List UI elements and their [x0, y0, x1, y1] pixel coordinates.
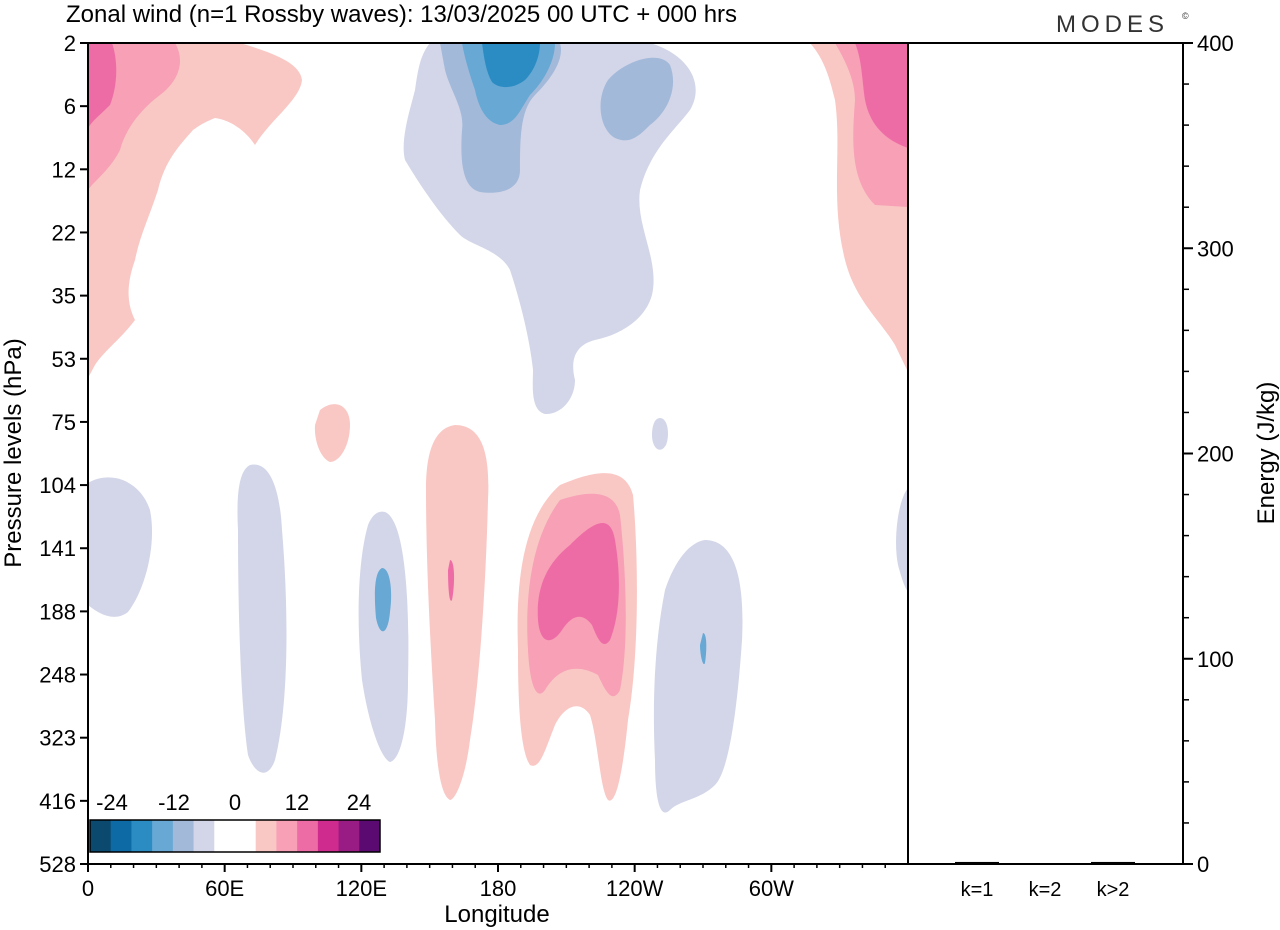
- colorbar-swatch: [152, 820, 174, 852]
- colorbar-tick-label: 0: [229, 790, 241, 815]
- chart-title: Zonal wind (n=1 Rossby waves): 13/03/202…: [66, 1, 737, 28]
- colorbar-swatch: [131, 820, 153, 852]
- energy-tick-label: 100: [1197, 647, 1234, 672]
- x-tick-label: 60E: [205, 876, 244, 901]
- energy-tick-label: 400: [1197, 31, 1234, 56]
- colorbar-swatch: [90, 820, 112, 852]
- zonal-wind-contours: [88, 43, 908, 813]
- colorbar-swatch: [276, 820, 298, 852]
- energy-bars: k=1 k=2 k>2: [955, 861, 1135, 901]
- contour-positive-160e: [426, 425, 489, 800]
- colorbar-swatch: [297, 820, 319, 852]
- energy-bar-label: k=2: [1029, 879, 1062, 901]
- x-tick-label: 60W: [749, 876, 794, 901]
- energy-bar: [955, 861, 999, 864]
- contour-negative-45e: [237, 464, 287, 773]
- contour-positive-topright-dark: [855, 43, 908, 148]
- colorbar-tick-label: -12: [158, 790, 190, 815]
- contour-negative-topcenter-dark2: [482, 43, 540, 88]
- energy-axis-label: Energy (J/kg): [1253, 382, 1280, 525]
- y-tick-label: 248: [39, 663, 76, 688]
- colorbar-swatch: [317, 820, 340, 852]
- x-axis-ticks: 0 60E 120E 180 120W 60W: [82, 864, 886, 901]
- x-tick-label: 0: [82, 876, 94, 901]
- y-tick-label: 75: [52, 410, 76, 435]
- y-tick-label: 416: [39, 789, 76, 814]
- contour-positive-160e-core: [448, 560, 455, 601]
- y-axis-ticks: 2 6 12 22 35 53 75 104 141 188 248 323 416 528: [39, 31, 88, 877]
- colorbar-swatch: [214, 820, 236, 852]
- energy-tick-label: 0: [1197, 852, 1209, 877]
- colorbar-tick-label: 24: [347, 790, 371, 815]
- x-axis-label: Longitude: [444, 901, 549, 928]
- y-tick-label: 12: [52, 157, 76, 182]
- colorbar-swatch: [193, 820, 215, 852]
- contour-negative-topcenter-mid2: [600, 57, 674, 141]
- x-tick-label: 180: [480, 876, 517, 901]
- energy-bar-label: k=1: [961, 879, 994, 901]
- colorbar: [89, 819, 381, 853]
- y-tick-label: 35: [52, 284, 76, 309]
- colorbar-swatch: [235, 820, 257, 852]
- colorbar-tick-label: -24: [96, 790, 128, 815]
- colorbar-swatch: [255, 820, 277, 852]
- contour-positive-90e: [314, 404, 350, 462]
- energy-bar: [1091, 861, 1135, 864]
- contour-negative-130w: [652, 418, 668, 450]
- y-tick-label: 22: [52, 220, 76, 245]
- y-tick-label: 104: [39, 473, 76, 498]
- contour-negative-125e-core: [374, 568, 392, 632]
- y-tick-label: 188: [39, 599, 76, 624]
- contour-positive-topleft-dark: [88, 43, 117, 128]
- y-axis-label: Pressure levels (hPa): [0, 338, 27, 567]
- colorbar-swatch: [338, 820, 360, 852]
- contour-negative-rightedge: [896, 488, 908, 592]
- contour-negative-left: [88, 477, 153, 617]
- modes-logo: MODES: [1056, 11, 1169, 38]
- y-tick-label: 323: [39, 726, 76, 751]
- x-tick-label: 120E: [336, 876, 387, 901]
- colorbar-swatch: [359, 820, 381, 852]
- energy-bar-label: k>2: [1097, 879, 1130, 901]
- contour-positive-150w-dark: [537, 523, 619, 645]
- energy-axis-ticks: 0 100 200 300 400: [1183, 31, 1234, 877]
- y-tick-label: 53: [52, 347, 76, 372]
- contour-positive-topleft-light: [88, 43, 302, 378]
- colorbar-ticks: -24 -12 0 12 24: [96, 790, 371, 815]
- colorbar-swatch: [110, 820, 132, 852]
- y-tick-label: 2: [64, 31, 76, 56]
- colorbar-frame: [89, 819, 381, 853]
- contour-negative-100w: [653, 540, 743, 813]
- contour-negative-100w-core: [700, 633, 707, 665]
- x-tick-label: 120W: [606, 876, 664, 901]
- y-tick-label: 141: [39, 536, 76, 561]
- y-tick-label: 528: [39, 852, 76, 877]
- contour-negative-125e: [358, 511, 409, 762]
- y-tick-label: 6: [64, 94, 76, 119]
- energy-tick-label: 300: [1197, 236, 1234, 261]
- energy-tick-label: 200: [1197, 442, 1234, 467]
- colorbar-swatch: [172, 820, 195, 852]
- colorbar-tick-label: 12: [285, 790, 309, 815]
- logo-mark: ©: [1182, 11, 1189, 21]
